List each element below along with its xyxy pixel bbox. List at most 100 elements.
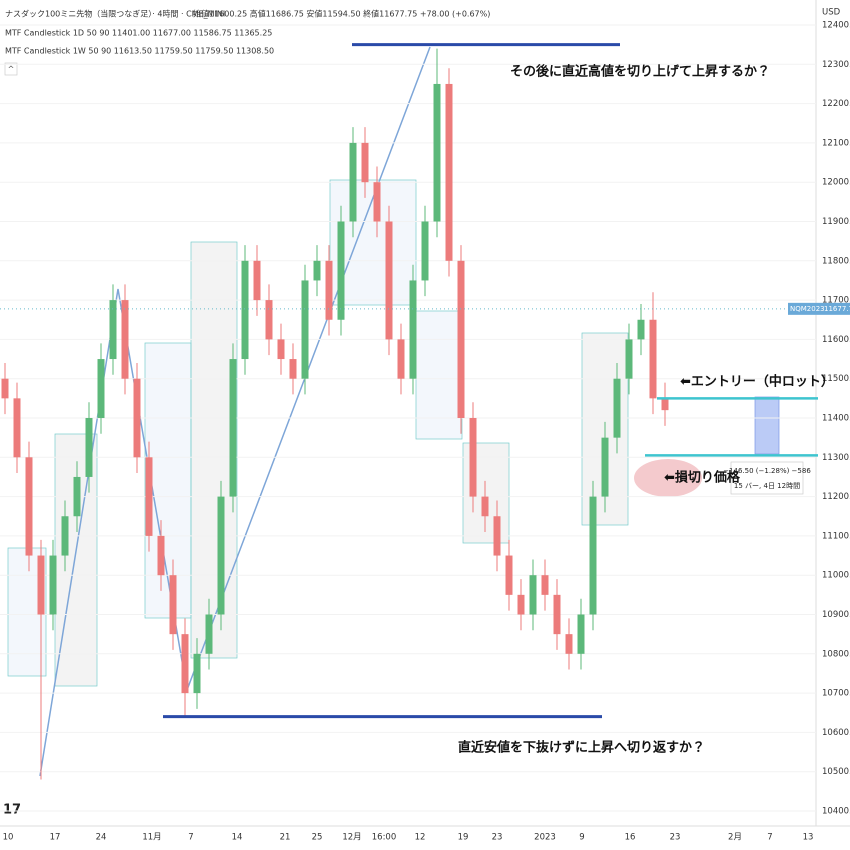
- x-tick-label: 13: [803, 833, 814, 843]
- indicator: MTF Candlestick 1W 50 90 11613.50 11759.…: [5, 47, 274, 56]
- y-tick-label: 11800.00: [822, 256, 850, 266]
- x-tick-label: 17: [50, 833, 61, 843]
- measure-label: −146.50 (−1.28%) −586: [723, 467, 811, 475]
- candle-body: [421, 221, 429, 281]
- y-tick-label: 10600.00: [822, 728, 850, 738]
- measure-label: 15 バー, 4日 12時間: [734, 482, 800, 490]
- title: ナスダック100ミニ先物（当限つなぎ足）· 4時間 · CME_MINI: [5, 9, 225, 19]
- candle-body: [649, 319, 657, 399]
- y-tick-label: 11400.00: [822, 414, 850, 424]
- candle-body: [217, 496, 225, 615]
- x-tick-label: 14: [232, 833, 243, 843]
- candle-body: [193, 653, 201, 694]
- candle-body: [25, 457, 33, 556]
- annotation: ⬅損切り価格: [664, 470, 741, 486]
- x-tick-label: 23: [670, 833, 681, 843]
- candle-body: [1, 378, 9, 399]
- candle-body: [85, 418, 93, 477]
- candle-body: [169, 575, 177, 635]
- currency: USD: [822, 8, 841, 18]
- annotation: 直近安値を下抜けずに上昇へ切り返すか？: [458, 740, 705, 756]
- x-tick-label: 25: [312, 833, 323, 843]
- candle-body: [229, 359, 237, 497]
- candle-body: [469, 418, 477, 497]
- candle-body: [349, 142, 357, 222]
- candle-body: [49, 555, 57, 615]
- y-tick-label: 11100.00: [822, 531, 850, 541]
- candle-body: [433, 83, 441, 222]
- candle-body: [493, 516, 501, 556]
- candle-body: [289, 359, 297, 379]
- candle-body: [121, 300, 129, 379]
- candle-body: [661, 398, 669, 411]
- candle-body: [613, 378, 621, 438]
- y-tick-label: 10400.00: [822, 807, 850, 817]
- y-tick-label: 10800.00: [822, 649, 850, 659]
- x-tick-label: 16: [625, 833, 636, 843]
- y-tick-label: 11000.00: [822, 571, 850, 581]
- y-tick-label: 11600.00: [822, 335, 850, 345]
- candle-body: [541, 575, 549, 595]
- candle-body: [145, 457, 153, 536]
- annotation: その後に直近高値を切り上げて上昇するか？: [510, 64, 770, 80]
- candle-body: [529, 575, 537, 615]
- candle-body: [181, 634, 189, 694]
- x-tick-label: 7: [188, 833, 193, 843]
- candle-body: [337, 221, 345, 320]
- y-tick-label: 11900.00: [822, 217, 850, 227]
- last-price-tag: [788, 302, 850, 315]
- x-tick-label: 11月: [142, 833, 161, 843]
- x-tick-label: 2023: [534, 833, 556, 843]
- y-tick-label: 12100.00: [822, 138, 850, 148]
- candle-body: [361, 142, 369, 183]
- svg-text:17: 17: [3, 803, 21, 818]
- x-tick-label: 24: [96, 833, 107, 843]
- y-tick-label: 10500.00: [822, 767, 850, 777]
- candle-body: [481, 496, 489, 517]
- candle-body: [265, 300, 273, 340]
- candle-body: [205, 614, 213, 654]
- x-tick-label: 23: [492, 833, 503, 843]
- candle-body: [601, 437, 609, 497]
- candle-body: [505, 555, 513, 595]
- annotation: ⬅エントリー（中ロット）: [680, 374, 834, 390]
- candle-body: [517, 594, 525, 615]
- candle-body: [325, 260, 333, 320]
- x-tick-label: 7: [767, 833, 772, 843]
- x-tick-label: 2月: [728, 833, 742, 843]
- candle-body: [61, 516, 69, 556]
- x-tick-label: 16:00: [372, 833, 397, 843]
- svg-text:^: ^: [8, 65, 15, 74]
- candle-body: [553, 594, 561, 635]
- y-tick-label: 12000.00: [822, 178, 850, 188]
- candle-body: [637, 319, 645, 340]
- y-tick-label: 12400.00: [822, 21, 850, 31]
- y-tick-label: 12200.00: [822, 99, 850, 109]
- candle-body: [133, 378, 141, 458]
- indicator: MTF Candlestick 1D 50 90 11401.00 11677.…: [5, 29, 272, 38]
- candle-body: [73, 476, 81, 517]
- candle-body: [97, 359, 105, 418]
- candle-body: [253, 260, 261, 301]
- last-symbol: NQM2023: [790, 305, 825, 313]
- y-tick-label: 11200.00: [822, 492, 850, 502]
- y-tick-label: 12300.00: [822, 60, 850, 70]
- candle-body: [301, 280, 309, 379]
- candle-body: [457, 260, 465, 418]
- ohlc: 始値11600.25 高値11686.75 安値11594.50 終値11677…: [193, 9, 490, 19]
- y-tick-label: 10900.00: [822, 610, 850, 620]
- x-tick-label: 10: [3, 833, 14, 843]
- candle-body: [625, 339, 633, 379]
- candle-body: [37, 555, 45, 615]
- candle-body: [109, 300, 117, 360]
- candle-body: [241, 260, 249, 360]
- x-tick-label: 12: [415, 833, 426, 843]
- candle-body: [373, 182, 381, 222]
- candle-body: [277, 339, 285, 360]
- candle-body: [577, 614, 585, 654]
- candle-body: [157, 535, 165, 576]
- candle-body: [313, 260, 321, 281]
- candle-body: [565, 634, 573, 654]
- candle-body: [13, 398, 21, 458]
